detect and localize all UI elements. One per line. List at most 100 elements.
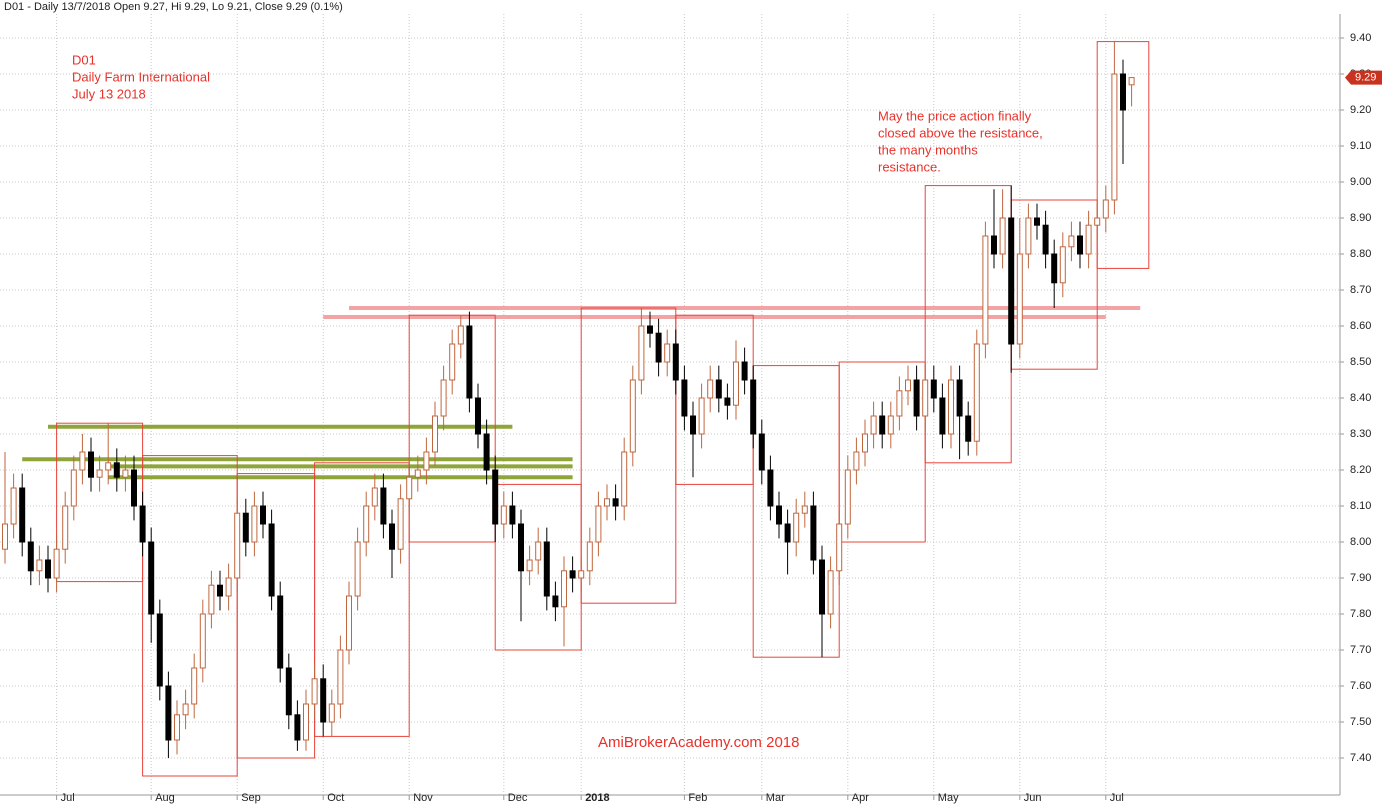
candle-body <box>174 714 180 741</box>
candle-body <box>698 397 705 435</box>
candle-body <box>346 595 352 651</box>
candle-body <box>320 678 327 723</box>
candle-body <box>561 570 567 608</box>
price-tag-label: 9.29 <box>1355 72 1376 84</box>
candle-body <box>758 433 765 471</box>
candle-body <box>844 469 851 525</box>
x-tick-label: Dec <box>508 792 528 804</box>
candle-body <box>191 667 198 705</box>
candle-body <box>70 469 77 507</box>
candle-body <box>208 584 215 615</box>
candle-body <box>1077 235 1083 255</box>
candle-body <box>328 703 335 723</box>
candle-body <box>380 487 387 525</box>
y-tick-label: 8.80 <box>1350 248 1371 260</box>
candle-body <box>535 541 542 561</box>
candle-body <box>88 451 94 478</box>
candle-body <box>999 217 1006 255</box>
candle-body <box>810 505 817 561</box>
candle-body <box>268 523 275 597</box>
candle-body <box>827 570 834 615</box>
candle-body <box>896 390 903 417</box>
candle-body <box>965 415 972 442</box>
candle-body <box>45 559 51 579</box>
candle-body <box>199 613 206 669</box>
candle-body <box>518 523 524 572</box>
y-tick-label: 8.40 <box>1350 392 1371 404</box>
candle-body <box>139 505 146 543</box>
candle-body <box>913 379 920 417</box>
candle-body <box>79 451 86 471</box>
candle-body <box>853 451 860 471</box>
y-tick-label: 8.00 <box>1350 536 1371 548</box>
candle-body <box>1008 217 1015 345</box>
candle-body <box>2 523 8 550</box>
candle-body <box>741 361 748 381</box>
candle-body <box>363 505 370 543</box>
candle-body <box>277 595 284 669</box>
candle-body <box>767 469 774 507</box>
y-tick-label: 8.90 <box>1350 212 1371 224</box>
title-line: D01 <box>72 52 96 67</box>
candle-body <box>492 469 499 525</box>
candle-body <box>836 523 843 572</box>
candle-body <box>1051 253 1058 284</box>
candle-body <box>715 379 722 399</box>
candle-body <box>36 559 43 572</box>
candle-body <box>225 577 232 597</box>
candle-body <box>242 512 249 543</box>
candle-body <box>449 343 456 381</box>
candle-body <box>397 498 404 550</box>
y-tick-label: 9.20 <box>1350 104 1371 116</box>
candle-body <box>862 433 868 453</box>
candle-body <box>19 487 26 543</box>
candle-body <box>1120 73 1126 111</box>
candle-body <box>922 379 929 417</box>
y-tick-label: 8.20 <box>1350 464 1371 476</box>
candle-body <box>664 343 671 363</box>
candle-body <box>604 498 610 507</box>
y-tick-label: 7.80 <box>1350 608 1371 620</box>
candle-body <box>260 505 266 525</box>
candle-body <box>819 559 825 615</box>
x-tick-label: Nov <box>413 792 433 804</box>
candle-body <box>887 415 894 435</box>
candle-body <box>483 433 490 471</box>
y-tick-label: 8.30 <box>1350 428 1371 440</box>
candle-body <box>1042 224 1049 255</box>
candle-body <box>432 415 438 453</box>
candle-body <box>956 379 963 417</box>
candle-body <box>217 584 223 597</box>
candle-body <box>1025 217 1032 255</box>
candle-body <box>879 415 886 435</box>
candle-body <box>621 451 628 507</box>
candle-body <box>595 505 602 543</box>
x-tick-label: 2018 <box>585 792 609 804</box>
note-line: May the price action finally <box>878 108 1032 123</box>
candle-body <box>105 462 112 471</box>
candle-body <box>1102 199 1109 219</box>
x-tick-label: May <box>938 792 959 804</box>
x-tick-label: Jul <box>61 792 75 804</box>
candle-body <box>991 235 997 255</box>
candle-body <box>251 505 258 543</box>
title-line: July 13 2018 <box>72 86 146 101</box>
y-tick-label: 7.70 <box>1350 644 1371 656</box>
candle-body <box>182 703 189 716</box>
candle-body <box>1128 77 1135 86</box>
candle-body <box>311 678 318 705</box>
candle-body <box>948 379 954 435</box>
note-line: resistance. <box>878 159 941 174</box>
candle-body <box>122 469 129 478</box>
y-tick-label: 7.50 <box>1350 716 1371 728</box>
candle-body <box>303 703 309 741</box>
x-tick-label: Apr <box>852 792 869 804</box>
y-tick-label: 9.10 <box>1350 140 1371 152</box>
candle-body <box>165 685 172 741</box>
watermark: AmiBrokerAcademy.com 2018 <box>598 734 799 751</box>
candle-body <box>870 415 877 435</box>
candle-body <box>1068 235 1075 248</box>
y-tick-label: 8.50 <box>1350 356 1371 368</box>
candle-body <box>371 487 378 507</box>
